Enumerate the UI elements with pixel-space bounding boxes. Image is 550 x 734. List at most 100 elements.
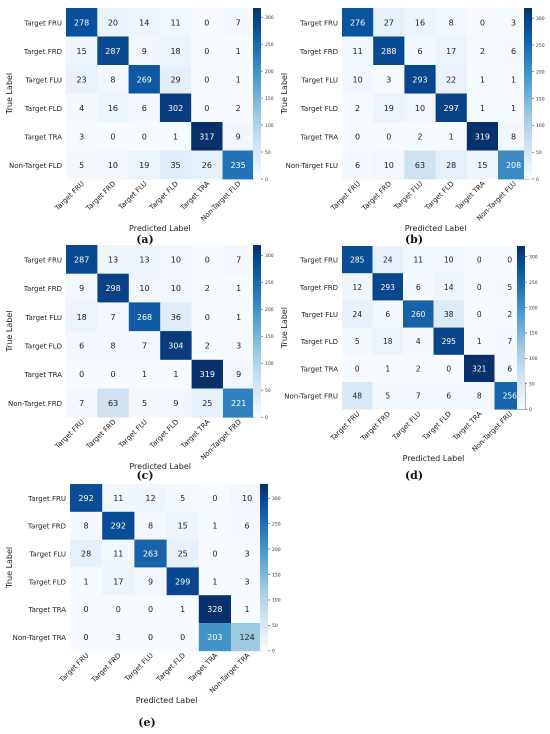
cell-value-label: 8 — [110, 75, 115, 84]
cell-value-label: 0 — [111, 370, 116, 379]
heatmap-cell — [191, 273, 224, 303]
cell-value-label: 1 — [173, 370, 178, 379]
heatmap-cell — [403, 354, 434, 383]
heatmap-cell — [342, 382, 373, 410]
cell-value-label: 2 — [417, 132, 422, 141]
cell-value-label: 10 — [353, 75, 363, 84]
cell-value-label: 18 — [383, 337, 393, 346]
cell-value-label: 9 — [173, 399, 178, 408]
colorbar-tick-label: 300 — [265, 15, 274, 21]
cell-value-label: 0 — [205, 255, 210, 264]
cell-value-label: 0 — [355, 364, 360, 373]
x-tick-label: Target TRA — [454, 180, 487, 213]
cell-value-label: 63 — [108, 399, 118, 408]
colorbar-tick-label: 300 — [529, 254, 538, 260]
heatmap-cell — [66, 331, 98, 361]
cell-value-label: 38 — [444, 310, 454, 319]
colorbar-tick-label: 250 — [536, 43, 545, 49]
cell-value-label: 16 — [415, 18, 425, 27]
heatmap-cell — [466, 150, 499, 180]
x-tick-label: Target FRU — [53, 418, 86, 451]
heatmap-cell — [102, 595, 135, 624]
cell-value-label: 124 — [239, 633, 254, 642]
cell-value-label: 6 — [142, 104, 147, 113]
heatmap-cell — [435, 36, 468, 66]
heatmap-cell — [342, 93, 374, 123]
cell-value-label: 7 — [236, 255, 241, 264]
cell-value-label: 0 — [477, 283, 482, 292]
heatmap-cell — [191, 122, 223, 151]
y-tick-label: Target FLD — [24, 342, 62, 350]
cell-value-label: 10 — [139, 284, 149, 293]
cell-value-label: 0 — [446, 364, 451, 373]
cell-value-label: 3 — [511, 18, 516, 27]
heatmap-cell — [433, 382, 465, 410]
cell-value-label: 29 — [170, 75, 180, 84]
cell-value-label: 292 — [78, 494, 93, 503]
heatmap-cell — [342, 273, 373, 301]
heatmap-cell — [70, 511, 103, 540]
heatmap-cell — [466, 8, 499, 37]
colorbar-tick-label: 200 — [536, 70, 545, 76]
heatmap-cell — [435, 93, 468, 123]
heatmap-cell — [97, 93, 129, 123]
cell-value-label: 24 — [352, 310, 362, 319]
colorbar-tick-label: 50 — [272, 623, 278, 629]
cell-value-label: 10 — [384, 161, 394, 170]
cell-value-label: 24 — [383, 256, 393, 265]
cell-value-label: 27 — [384, 18, 394, 27]
heatmap-cell — [464, 273, 495, 301]
cell-value-label: 1 — [480, 75, 485, 84]
heatmap-cell — [403, 382, 434, 410]
cell-value-label: 0 — [148, 605, 153, 614]
cell-value-label: 6 — [511, 47, 516, 56]
cell-value-label: 269 — [137, 75, 152, 84]
heatmap-cell — [222, 36, 255, 66]
y-axis-title: True Label — [5, 311, 14, 353]
heatmap-cell — [372, 382, 404, 410]
heatmap-cell — [66, 122, 98, 151]
heatmap-cell — [372, 246, 404, 274]
heatmap-cell — [404, 93, 436, 123]
y-tick-label: Target FLD — [300, 105, 338, 113]
heatmap-cell — [160, 245, 192, 275]
heatmap-cell — [97, 331, 130, 361]
heatmap-cell — [128, 150, 161, 180]
heatmap-cell — [70, 623, 103, 652]
heatmap-cell — [373, 122, 405, 151]
cell-value-label: 25 — [178, 550, 188, 559]
cell-value-label: 18 — [170, 47, 180, 56]
heatmap-cell — [160, 273, 192, 303]
cell-value-label: 287 — [105, 47, 120, 56]
heatmap-cell — [342, 354, 373, 383]
cell-value-label: 10 — [242, 494, 252, 503]
x-tick-label: Target FLU — [392, 180, 424, 212]
colorbar-tick-label: 250 — [265, 280, 274, 286]
cell-value-label: 293 — [412, 75, 427, 84]
heatmap-cell — [97, 8, 129, 37]
heatmap-cell — [342, 327, 373, 356]
cell-value-label: 28 — [446, 161, 456, 170]
cell-value-label: 1 — [385, 364, 390, 373]
confusion-matrix-c: 287 13 13 10 0 79 298 10 10 2 118 7 268 36 0 16 8 7 304 2 30… — [5, 245, 274, 471]
confusion-matrix-e: 292 11 12 5 0 108 292 8 15 1 628 11 263 25 0 31 17 9 299 1 3… — [5, 484, 281, 705]
y-tick-label: Target FLU — [28, 551, 66, 559]
x-tick-label: Target TRA — [451, 410, 484, 443]
cell-value-label: 287 — [74, 255, 89, 264]
heatmap-cell — [66, 245, 98, 275]
cell-value-label: 8 — [84, 522, 89, 531]
heatmap-cell — [435, 122, 468, 151]
heatmap-cell — [404, 122, 436, 151]
colorbar — [524, 8, 532, 179]
heatmap-cell — [433, 273, 465, 301]
heatmap-cell — [372, 327, 404, 356]
cell-value-label: 28 — [81, 550, 91, 559]
heatmap-cell — [128, 93, 161, 123]
cell-value-label: 6 — [417, 47, 422, 56]
heatmap-cell — [128, 8, 161, 37]
y-tick-label: Target FRU — [23, 19, 62, 27]
cell-value-label: 5 — [180, 494, 185, 503]
cell-value-label: 235 — [231, 161, 246, 170]
heatmap-cell — [342, 8, 374, 37]
y-tick-label: Target FRD — [27, 523, 66, 531]
